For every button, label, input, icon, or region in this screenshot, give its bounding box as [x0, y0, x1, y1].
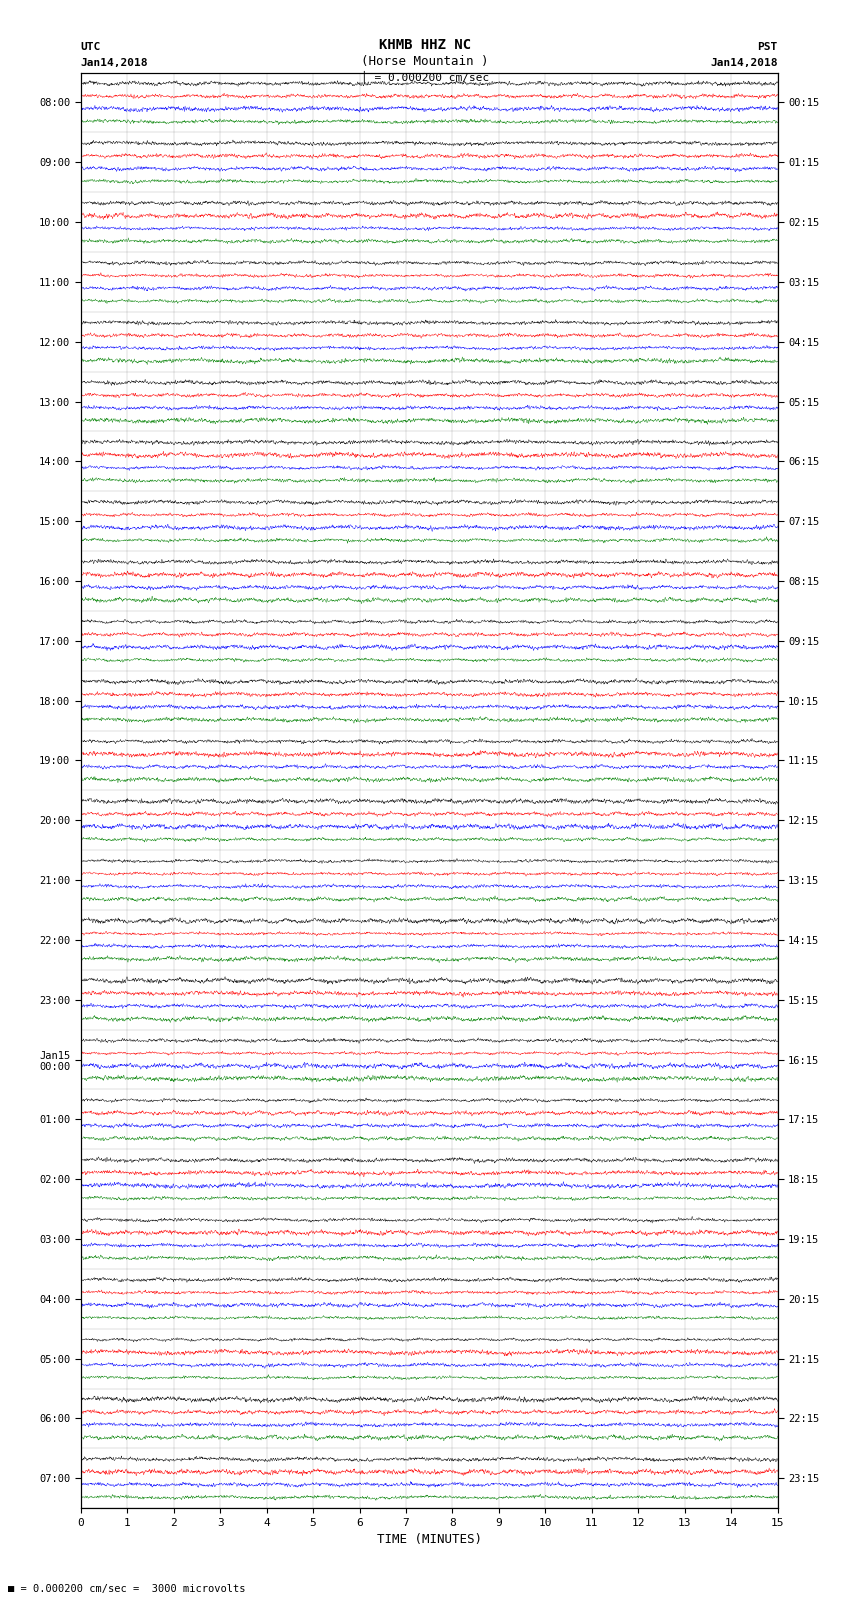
Text: ■ = 0.000200 cm/sec =  3000 microvolts: ■ = 0.000200 cm/sec = 3000 microvolts: [8, 1584, 246, 1594]
Text: KHMB HHZ NC: KHMB HHZ NC: [379, 37, 471, 52]
X-axis label: TIME (MINUTES): TIME (MINUTES): [377, 1534, 482, 1547]
Text: UTC: UTC: [81, 42, 101, 52]
Text: (Horse Mountain ): (Horse Mountain ): [361, 55, 489, 68]
Text: PST: PST: [757, 42, 778, 52]
Text: Jan14,2018: Jan14,2018: [81, 58, 148, 68]
Text: │ = 0.000200 cm/sec: │ = 0.000200 cm/sec: [361, 71, 489, 84]
Text: Jan14,2018: Jan14,2018: [711, 58, 778, 68]
